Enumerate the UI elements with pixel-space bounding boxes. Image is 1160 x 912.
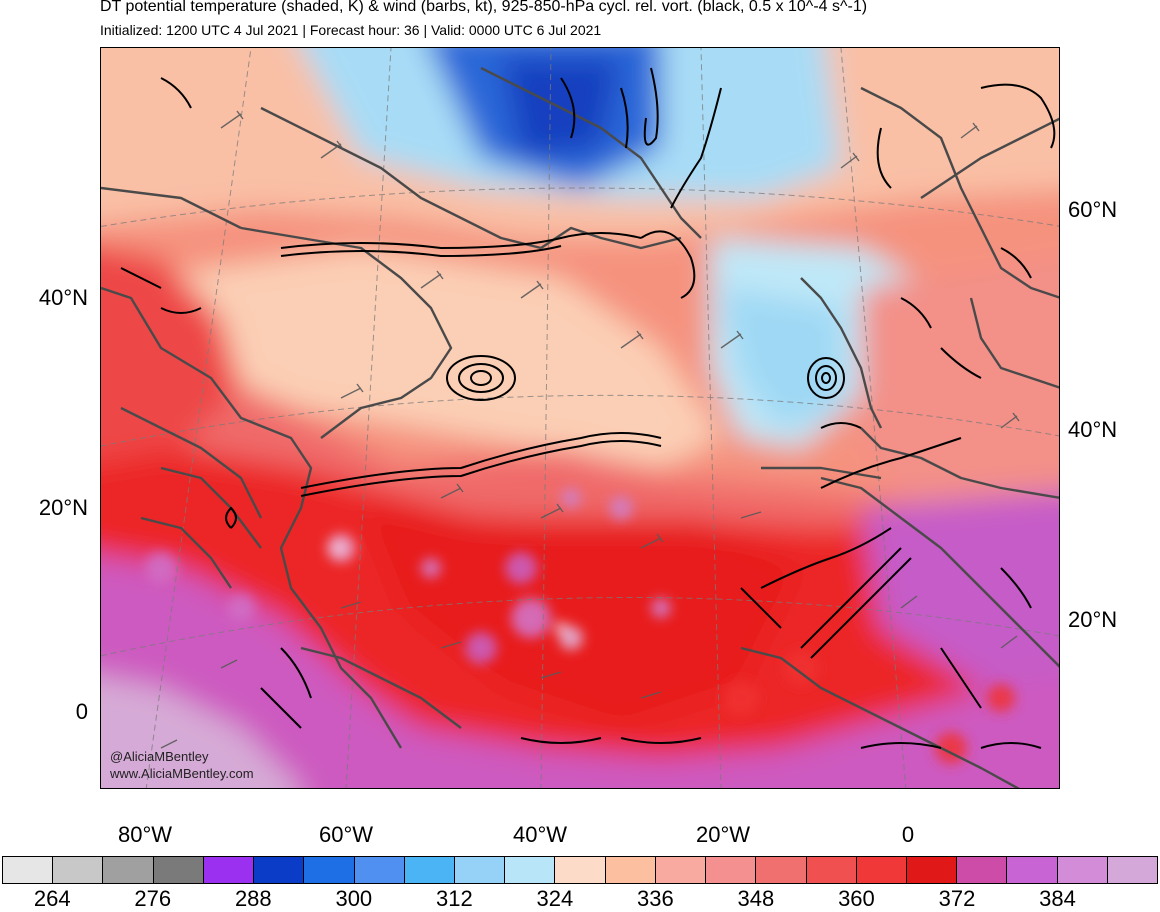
colorbar-box [1057, 857, 1108, 883]
lat-label-left-40n: 40°N [38, 285, 88, 310]
colorbar-box [454, 857, 506, 883]
colorbar-box [756, 857, 807, 883]
colorbar-box [404, 857, 455, 883]
colorbar-label: 384 [1039, 886, 1076, 911]
colorbar [2, 856, 1158, 884]
lat-label-right-60n: 60°N [1068, 197, 1118, 222]
colorbar-box [304, 857, 355, 883]
colorbar-box [505, 857, 556, 883]
colorbar-box [103, 857, 154, 883]
lat-label-left-0: 0 [75, 699, 88, 724]
lat-label-right-40n: 40°N [1068, 417, 1118, 442]
colorbar-box [53, 857, 104, 883]
colorbar-box [354, 857, 405, 883]
colorbar-box [655, 857, 707, 883]
lon-label-80w: 80°W [117, 822, 173, 847]
colorbar-box [203, 857, 255, 883]
lat-label-right-20n: 20°N [1068, 607, 1118, 632]
map-panel [100, 47, 1060, 789]
temperature-shading [101, 48, 1059, 788]
colorbar-label: 300 [335, 886, 373, 911]
map-subtitle: Initialized: 1200 UTC 4 Jul 2021 | Forec… [100, 22, 602, 38]
colorbar-label: 312 [435, 886, 473, 911]
lon-label-60w: 60°W [318, 822, 374, 847]
colorbar-box [555, 857, 606, 883]
forecast-map [101, 48, 1059, 788]
credit-website: www.AliciaMBentley.com [110, 766, 254, 781]
colorbar-label: 264 [33, 886, 71, 911]
colorbar-label: 324 [536, 886, 574, 911]
colorbar-box [906, 857, 958, 883]
lon-label-40w: 40°W [512, 822, 568, 847]
vorticity-contours [120, 67, 1056, 749]
colorbar-box [856, 857, 907, 883]
map-title: DT potential temperature (shaded, K) & w… [100, 0, 868, 15]
colorbar-label: 360 [838, 886, 875, 911]
lat-label-left-20n: 20°N [38, 495, 88, 520]
colorbar-box [957, 857, 1008, 883]
colorbar-label: 348 [737, 886, 775, 911]
colorbar-label: 276 [134, 886, 172, 911]
lon-label-20w: 20°W [695, 822, 751, 847]
colorbar-box [806, 857, 857, 883]
credit-handle: @AliciaMBentley [110, 749, 209, 764]
colorbar-box [3, 857, 54, 883]
colorbar-box [605, 857, 656, 883]
colorbar-label: 372 [938, 886, 976, 911]
wind-barbs [160, 110, 1020, 749]
colorbar-box [254, 857, 305, 883]
lon-label-0: 0 [901, 822, 915, 847]
lat-lon-grid [101, 48, 1059, 788]
colorbar-box [153, 857, 204, 883]
convective-speckles [145, 488, 1015, 764]
colorbar-box [1107, 857, 1158, 883]
colorbar-box [706, 857, 757, 883]
colorbar-label: 336 [637, 886, 674, 911]
colorbar-box [1007, 857, 1058, 883]
colorbar-label: 288 [234, 886, 272, 911]
